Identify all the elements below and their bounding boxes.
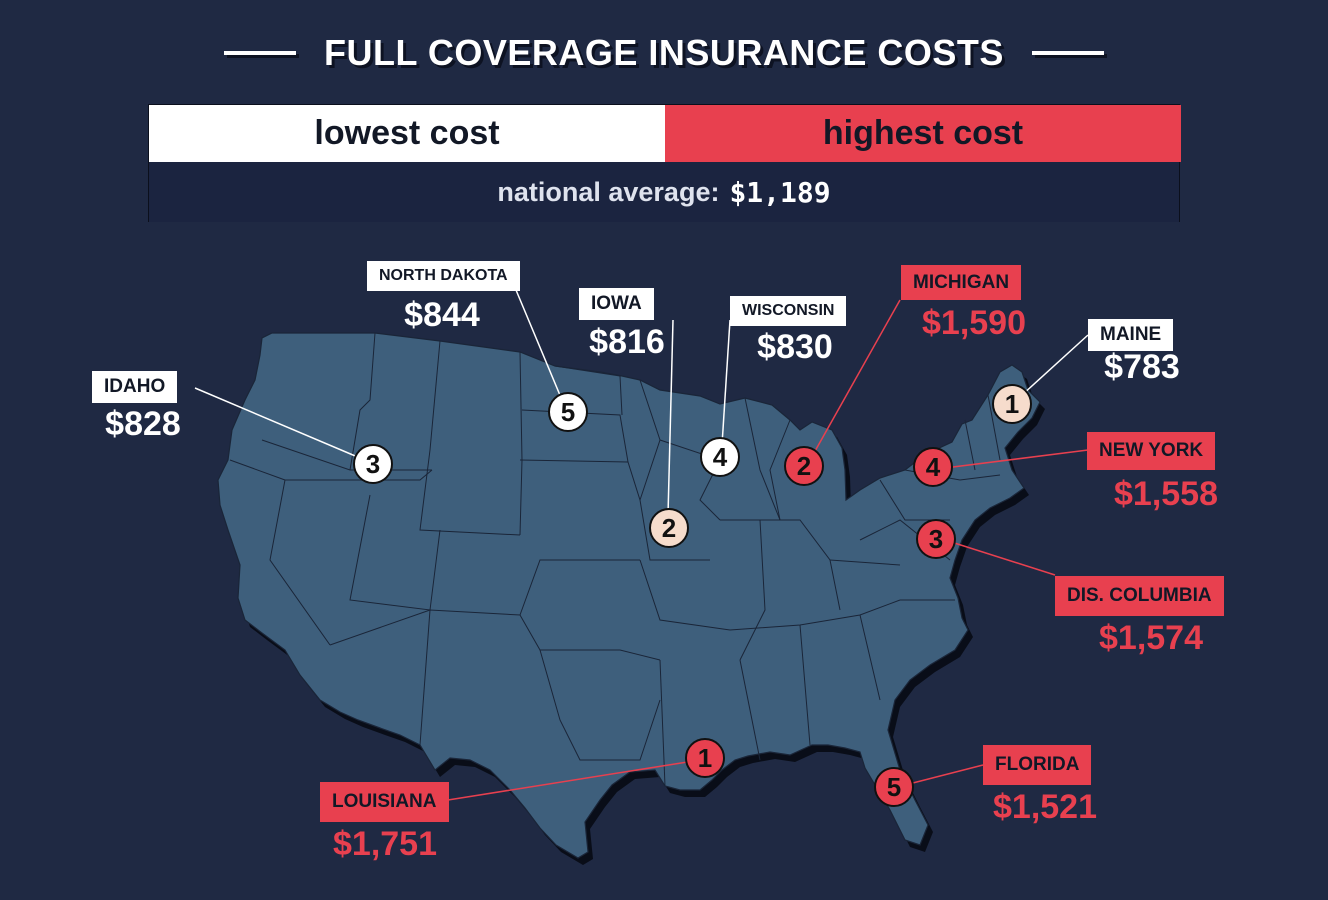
- cost-florida: $1,521: [993, 788, 1097, 826]
- legend: lowest cost highest cost national averag…: [148, 104, 1181, 222]
- label-florida: FLORIDA: [983, 745, 1092, 785]
- marker-new-york: 4: [913, 447, 953, 487]
- marker-dis-columbia: 3: [916, 519, 956, 559]
- label-maine: MAINE: [1088, 319, 1174, 351]
- cost-iowa: $816: [589, 323, 665, 361]
- label-wisconsin: WISCONSIN: [730, 296, 847, 326]
- cost-north-dakota: $844: [404, 296, 480, 334]
- marker-iowa: 2: [649, 508, 689, 548]
- marker-north-dakota: 5: [548, 392, 588, 432]
- marker-wisconsin: 4: [700, 437, 740, 477]
- title-bar: FULL COVERAGE INSURANCE COSTS: [0, 28, 1328, 78]
- cost-wisconsin: $830: [757, 328, 833, 366]
- marker-maine: 1: [992, 384, 1032, 424]
- marker-idaho: 3: [353, 444, 393, 484]
- cost-maine: $783: [1104, 348, 1180, 386]
- label-new-york: NEW YORK: [1087, 432, 1216, 470]
- national-average-value: $1,189: [729, 175, 831, 209]
- state-borders: [229, 332, 1001, 787]
- national-average-label: national average:: [497, 176, 720, 207]
- title-rule-left: [224, 51, 297, 55]
- title-rule-right: [1031, 51, 1104, 55]
- label-dis-columbia: DIS. COLUMBIA: [1055, 576, 1224, 616]
- marker-florida: 5: [874, 767, 914, 807]
- leader-lines-lowest: [194, 289, 1089, 516]
- cost-dis-columbia: $1,574: [1099, 619, 1203, 657]
- cost-new-york: $1,558: [1114, 475, 1218, 513]
- marker-michigan: 2: [784, 446, 824, 486]
- marker-louisiana: 1: [685, 738, 725, 778]
- label-michigan: MICHIGAN: [901, 265, 1022, 300]
- label-north-dakota: NORTH DAKOTA: [367, 261, 520, 291]
- legend-lowest-cost: lowest cost: [149, 105, 665, 162]
- cost-idaho: $828: [105, 405, 181, 443]
- legend-highest-cost: highest cost: [665, 105, 1181, 162]
- leader-lines-highest: [447, 299, 1089, 801]
- page-title: FULL COVERAGE INSURANCE COSTS: [324, 32, 1004, 73]
- label-iowa: IOWA: [579, 288, 654, 320]
- label-louisiana: LOUISIANA: [320, 782, 449, 822]
- national-average: national average: $1,189: [149, 162, 1179, 222]
- cost-louisiana: $1,751: [333, 825, 437, 863]
- cost-michigan: $1,590: [922, 304, 1026, 342]
- label-idaho: IDAHO: [92, 371, 178, 403]
